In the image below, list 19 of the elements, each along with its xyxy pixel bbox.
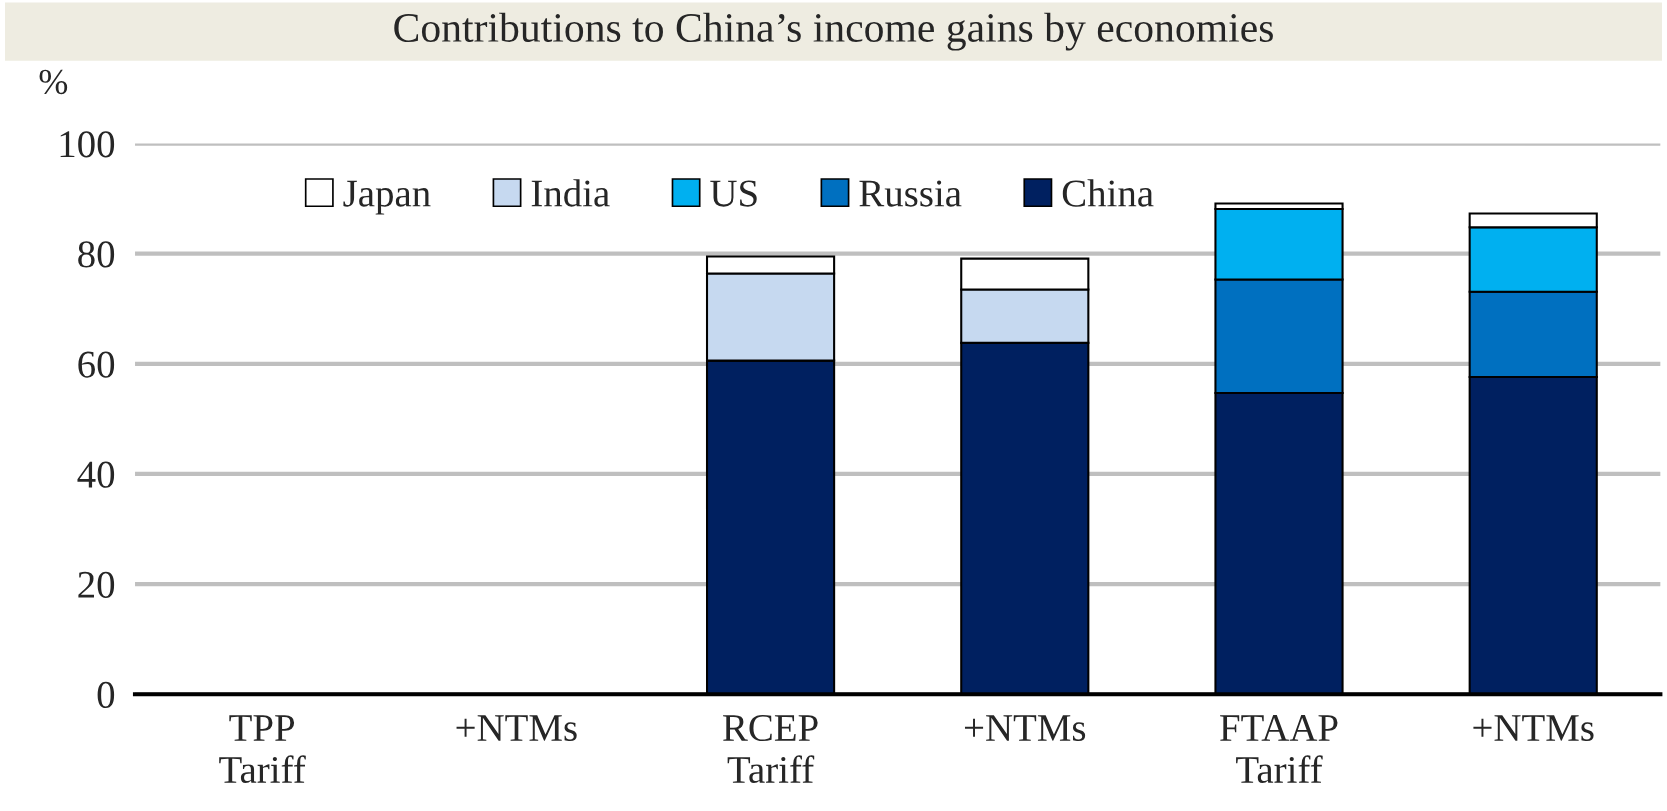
y-tick-label: 80	[78, 241, 115, 268]
legend-label: China	[1062, 179, 1154, 207]
x-tick-label: TPP Tariff	[219, 715, 306, 784]
y-tick-label: 40	[77, 461, 115, 488]
x-tick-label: +NTMs	[456, 715, 577, 742]
y-tick-label: 0	[97, 681, 115, 709]
y-axis-title: %	[39, 69, 68, 95]
x-tick-label: +NTMs	[964, 715, 1086, 742]
x-tick-label: FTAAP Tariff	[1220, 714, 1338, 784]
chart-title: Contributions to China’s income gains by economies	[394, 12, 1273, 51]
x-tick-label: +NTMs	[1473, 715, 1594, 742]
y-tick-label: 100	[60, 131, 115, 158]
legend-label: Japan	[343, 180, 431, 215]
x-tick-label: RCEP Tariff	[723, 714, 818, 784]
legend-label: Russia	[859, 180, 962, 207]
legend-label: US	[710, 180, 757, 207]
y-tick-label: 60	[78, 351, 115, 378]
legend-label: India	[531, 179, 610, 207]
y-tick-label: 20	[78, 571, 115, 598]
